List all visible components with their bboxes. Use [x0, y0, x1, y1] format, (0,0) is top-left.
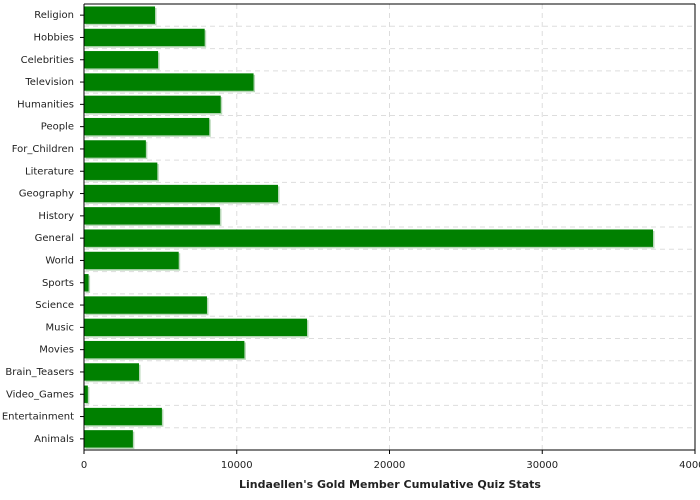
x-tick-label: 20000: [374, 460, 406, 471]
y-tick-label: Humanities: [17, 99, 74, 110]
x-tick-label: 0: [81, 460, 87, 471]
bar: [84, 385, 88, 403]
y-tick-label: History: [38, 211, 74, 222]
y-tick-label: Science: [35, 300, 74, 311]
y-tick-label: Animals: [34, 434, 74, 445]
x-tick-label: 40000: [679, 460, 700, 471]
bar: [84, 184, 278, 203]
bar: [84, 117, 210, 136]
y-tick-label: World: [45, 255, 74, 266]
bar: [84, 6, 156, 24]
y-tick-label: Brain_Teasers: [5, 367, 74, 378]
bar: [84, 28, 205, 47]
x-axis-title: Lindaellen's Gold Member Cumulative Quiz…: [239, 478, 541, 491]
bar: [84, 95, 221, 114]
y-tick-label: Literature: [25, 166, 74, 177]
x-tick-label: 30000: [526, 460, 558, 471]
y-tick-label: Geography: [19, 189, 74, 200]
bar: [84, 229, 653, 247]
y-tick-label: Television: [24, 77, 74, 88]
x-tick-label: 10000: [221, 460, 253, 471]
bar: [84, 140, 146, 158]
bar: [84, 296, 207, 314]
bar: [84, 51, 159, 69]
y-tick-label: People: [41, 122, 74, 133]
y-tick-label: Religion: [34, 10, 74, 21]
bar: [84, 73, 254, 91]
y-tick-label: Video_Games: [6, 389, 74, 400]
y-tick-label: General: [35, 233, 74, 244]
y-tick-label: Sports: [42, 278, 74, 289]
bar: [84, 407, 162, 426]
bar: [84, 162, 158, 180]
y-tick-label: Entertainment: [2, 412, 74, 423]
y-tick-label: Celebrities: [21, 55, 74, 66]
bar: [84, 251, 179, 270]
bar: [84, 274, 89, 292]
y-tick-label: For_Children: [12, 144, 74, 155]
y-tick-label: Movies: [39, 345, 74, 356]
bar: [84, 363, 139, 381]
bar: [84, 340, 245, 359]
bar: [84, 318, 308, 337]
y-tick-label: Music: [46, 322, 74, 333]
y-tick-label: Hobbies: [34, 32, 74, 43]
bar: [84, 207, 220, 225]
bar: [84, 430, 133, 448]
